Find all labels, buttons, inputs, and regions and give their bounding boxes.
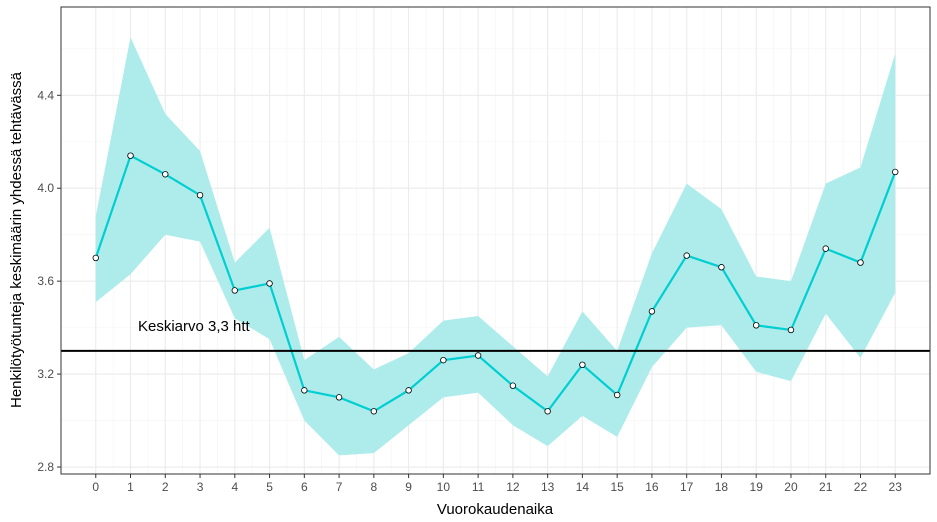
y-tick-label: 2.8 xyxy=(37,460,54,474)
data-point xyxy=(266,280,273,287)
x-tick-label: 14 xyxy=(576,480,590,494)
x-tick-label: 3 xyxy=(197,480,204,494)
data-point xyxy=(544,408,551,415)
data-point xyxy=(440,356,447,364)
panel-border xyxy=(60,6,931,475)
data-point xyxy=(301,387,308,394)
data-point xyxy=(474,352,482,359)
data-point xyxy=(613,391,621,399)
x-tick-label: 21 xyxy=(819,480,833,494)
data-point xyxy=(753,322,760,329)
x-tick-label: 23 xyxy=(889,480,903,494)
x-axis: 0 1 2 3 4 5 6 7 8 9 10 11 12 13 14 15 16 17 18 19 20 21 22 23 xyxy=(92,474,902,494)
x-axis-title: Vuorokaudenaika xyxy=(437,501,554,518)
data-point xyxy=(335,394,343,401)
x-tick-label: 15 xyxy=(610,480,624,494)
x-tick-label: 7 xyxy=(336,480,343,494)
data-point xyxy=(405,387,412,394)
data-point xyxy=(822,245,829,252)
data-point xyxy=(231,287,238,294)
data-point xyxy=(196,191,204,199)
series-line xyxy=(94,154,897,413)
y-tick-label: 3.6 xyxy=(37,274,54,288)
x-tick-label: 0 xyxy=(92,480,99,494)
x-tick-label: 1 xyxy=(127,480,134,494)
x-tick-label: 17 xyxy=(680,480,694,494)
x-tick-label: 12 xyxy=(506,480,520,494)
data-point xyxy=(92,254,99,262)
data-point xyxy=(370,408,378,415)
data-point xyxy=(648,308,656,315)
x-tick-label: 19 xyxy=(750,480,764,494)
data-points xyxy=(92,152,899,415)
y-tick-label: 4.0 xyxy=(37,181,54,195)
x-tick-label: 22 xyxy=(854,480,868,494)
data-point xyxy=(892,168,899,176)
data-point xyxy=(787,326,795,334)
y-tick-label: 3.2 xyxy=(37,367,54,381)
x-tick-label: 13 xyxy=(541,480,555,494)
data-point xyxy=(857,259,864,266)
x-tick-label: 8 xyxy=(370,480,377,494)
y-axis: 2.8 3.2 3.6 4.0 4.4 xyxy=(37,88,61,474)
y-axis-title: Henkilötyötunteja keskimäärin yhdessä te… xyxy=(8,71,25,408)
x-tick-label: 4 xyxy=(231,480,238,494)
data-point xyxy=(579,361,586,369)
x-tick-label: 6 xyxy=(301,480,308,494)
y-tick-label: 4.4 xyxy=(37,88,54,102)
x-tick-label: 11 xyxy=(472,480,485,494)
x-tick-label: 20 xyxy=(784,480,798,494)
data-point xyxy=(162,171,169,178)
x-tick-label: 16 xyxy=(645,480,659,494)
x-tick-label: 5 xyxy=(266,480,273,494)
x-tick-label: 9 xyxy=(405,480,412,494)
data-point xyxy=(683,252,690,259)
x-tick-label: 2 xyxy=(162,480,169,494)
data-point xyxy=(127,152,134,159)
x-tick-label: 10 xyxy=(437,480,451,494)
data-point xyxy=(718,264,725,271)
data-point xyxy=(509,382,517,389)
x-tick-label: 18 xyxy=(715,480,729,494)
reference-line-label: Keskiarvo 3,3 htt xyxy=(138,318,251,335)
